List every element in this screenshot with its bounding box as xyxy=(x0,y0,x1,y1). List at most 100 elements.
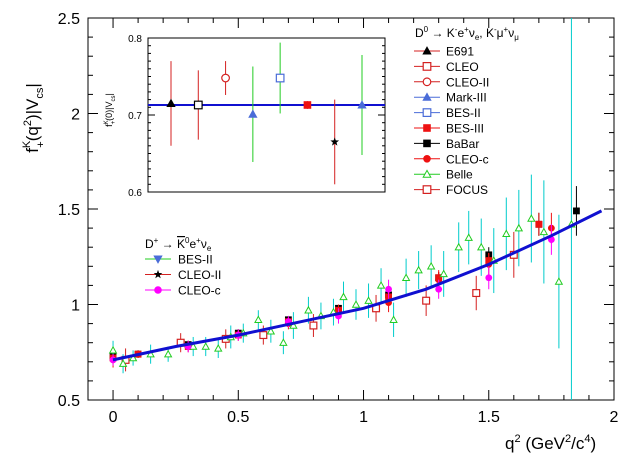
x-tick-label: 1 xyxy=(359,409,368,426)
legend-entry: BES-II xyxy=(145,253,213,267)
inset-point-bes-iii xyxy=(303,101,312,109)
data-point xyxy=(554,277,564,285)
legend-marker xyxy=(422,46,432,55)
legend-label: CLEO xyxy=(446,60,479,74)
x-tick-label: 0 xyxy=(109,409,118,426)
data-point xyxy=(330,137,340,146)
legend-marker xyxy=(423,124,431,132)
legend-label: BES-III xyxy=(446,122,484,136)
data-point xyxy=(472,289,481,298)
legend-entry: BES-III xyxy=(414,122,484,136)
inset-point-bes-ii xyxy=(275,42,285,114)
legend-entry: Mark-III xyxy=(414,91,487,105)
inset-point-mark-iii xyxy=(248,66,258,162)
data-point xyxy=(166,98,176,107)
legend-label: CLEO-c xyxy=(446,152,489,166)
legend-marker xyxy=(422,185,432,195)
data-point xyxy=(401,273,411,281)
legend-label: Belle xyxy=(446,168,473,182)
data-point xyxy=(248,109,258,118)
legend-marker xyxy=(153,269,163,279)
data-point xyxy=(485,274,493,282)
legend-entry: CLEO-II xyxy=(145,268,221,282)
legend-marker xyxy=(422,77,432,87)
data-point xyxy=(357,100,367,109)
data-point xyxy=(128,353,138,362)
legend-marker xyxy=(422,61,432,71)
x-tick-label: 0.5 xyxy=(227,409,249,426)
fit-curve xyxy=(112,209,603,362)
legend-marker xyxy=(422,108,432,118)
legend-marker xyxy=(153,255,163,264)
x-axis-label: q2 (GeV2/c4) xyxy=(505,433,596,453)
inset-point-cleo-c xyxy=(357,54,367,156)
legend-marker xyxy=(154,286,162,294)
data-point xyxy=(514,223,524,232)
data-point xyxy=(303,101,312,109)
data-point xyxy=(309,321,318,330)
inset-plot: 0.6 0.7 0.8 xyxy=(128,34,386,199)
y-tick-label: 0.5 xyxy=(58,393,80,410)
svg-text:fK+(0)|Vcs|: fK+(0)|Vcs| xyxy=(104,93,117,127)
data-point xyxy=(364,296,373,304)
data-point xyxy=(422,296,431,305)
data-point xyxy=(464,233,473,241)
data-point xyxy=(414,265,423,274)
y-axis-label: fK +(q2)|Vcs| xyxy=(21,83,47,153)
legend-label: E691 xyxy=(446,45,474,59)
data-point xyxy=(304,305,313,314)
main-plot-area: 0.5 1 1.5 2 2.5 0 0.5 1 1.5 2 xyxy=(58,11,619,426)
legend-marker xyxy=(423,155,431,163)
y-tick-label: 1.5 xyxy=(58,202,80,219)
legend-entry: BES-II xyxy=(414,106,481,120)
legend-d0-title: D0 → K-e+νe, K-μ+νμ xyxy=(415,25,519,42)
data-point xyxy=(193,100,203,110)
legend-marker xyxy=(422,92,432,101)
svg-text:fK+(q2)|Vcs|: fK +(q2)|Vcs| xyxy=(21,83,47,153)
legend-entry: CLEO xyxy=(414,60,479,74)
legend-label: CLEO-II xyxy=(446,75,489,89)
data-point xyxy=(339,292,348,301)
inset-point-cleo-ii xyxy=(221,61,230,95)
data-point xyxy=(573,207,580,215)
data-point xyxy=(279,338,288,346)
data-point xyxy=(201,342,210,350)
inset-point-cleo xyxy=(193,70,203,140)
data-point xyxy=(213,344,223,352)
data-point xyxy=(454,242,463,251)
series-focus xyxy=(121,231,518,372)
x-tick-label: 1.5 xyxy=(478,409,500,426)
inset-point-e691 xyxy=(166,61,176,146)
legend-entry: FOCUS xyxy=(414,183,488,197)
y-tick-label: 1 xyxy=(71,298,80,315)
inset-y-tick-label: 0.7 xyxy=(128,111,142,122)
data-point xyxy=(527,214,536,222)
data-point xyxy=(275,73,285,83)
y-tick-label: 2 xyxy=(71,107,80,124)
inset-y-axis-label: fK+(0)|Vcs| xyxy=(104,93,117,127)
legend-label: CLEO-II xyxy=(178,268,221,282)
legend-label: BES-II xyxy=(446,106,481,120)
legend-dplus-title: D+ → K0e+νe xyxy=(145,236,212,253)
legend-entry: E691 xyxy=(414,45,474,59)
data-point xyxy=(163,349,173,358)
data-point xyxy=(535,220,543,228)
data-point xyxy=(221,73,230,83)
data-point xyxy=(435,285,443,293)
legend-marker xyxy=(422,169,432,178)
data-point xyxy=(426,261,436,270)
data-point xyxy=(259,331,268,340)
data-point xyxy=(502,229,511,238)
data-point xyxy=(385,285,392,293)
series-bes-iii xyxy=(109,212,543,362)
legend-label: FOCUS xyxy=(446,183,488,197)
inset-y-tick-label: 0.8 xyxy=(128,34,142,45)
legend-entry: CLEO-c xyxy=(414,152,489,166)
data-point xyxy=(108,345,118,354)
data-point xyxy=(146,349,155,358)
legend-label: BES-II xyxy=(178,253,213,267)
data-point xyxy=(118,359,128,367)
legend-marker xyxy=(423,139,431,148)
